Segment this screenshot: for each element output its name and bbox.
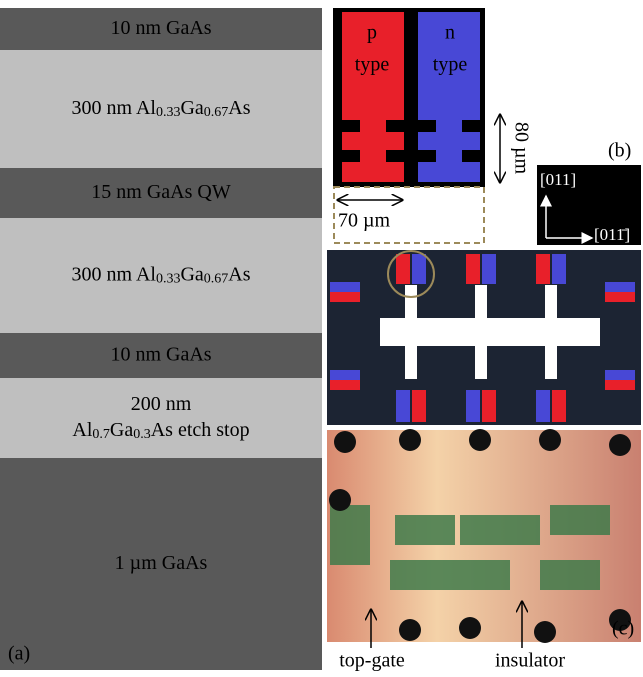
pad <box>396 254 410 284</box>
bond-blob <box>334 431 356 453</box>
label-text: 200 nm <box>131 393 192 415</box>
pad <box>605 292 635 302</box>
arm <box>545 344 557 379</box>
pad <box>466 390 480 422</box>
callout-label: insulator <box>495 650 565 672</box>
label-text: 1 µm GaAs <box>115 552 208 574</box>
arm <box>475 285 487 320</box>
figure: 10 nm GaAs300 nm Al0.33Ga0.67As15 nm GaA… <box>0 0 643 677</box>
pad <box>536 390 550 422</box>
panel-label: (a) <box>8 643 30 665</box>
label-text: 10 nm GaAs <box>110 17 211 39</box>
panel-label: (c) <box>612 618 634 640</box>
insulator-region <box>390 560 510 590</box>
layer-label: 200 nm <box>131 393 192 415</box>
bond-blob <box>539 429 561 451</box>
arm <box>405 344 417 379</box>
layer-label: 15 nm GaAs QW <box>91 181 231 203</box>
pad <box>605 282 635 292</box>
insulator-region <box>550 505 610 535</box>
label-text: Ga <box>180 263 203 285</box>
bond-blob <box>329 489 351 511</box>
layer-label: 1 µm GaAs <box>115 552 208 574</box>
axis-label: [011] <box>540 170 576 189</box>
bond-blob <box>399 429 421 451</box>
insulator-region <box>330 505 370 565</box>
subscript: 0.67 <box>204 105 229 120</box>
label-text: Ga <box>180 97 203 119</box>
layer-label: 10 nm GaAs <box>110 343 211 365</box>
p-label: p <box>367 22 377 44</box>
label-text: 300 nm Al <box>71 97 156 119</box>
arm <box>475 344 487 379</box>
n-label: n <box>445 22 455 44</box>
pad <box>605 370 635 380</box>
height-label: 80 µm <box>510 122 532 175</box>
bond-blob <box>399 619 421 641</box>
label-text: 15 nm GaAs QW <box>91 181 231 203</box>
label-text: As <box>228 263 250 285</box>
label-text: Al <box>72 419 92 441</box>
pad <box>482 254 496 284</box>
label-text: 300 nm Al <box>71 263 156 285</box>
subscript: 0.33 <box>156 272 181 287</box>
n-label: type <box>433 54 468 76</box>
callout-label: top-gate <box>339 650 405 672</box>
panel-label: (b) <box>608 140 631 162</box>
insulator-region <box>460 515 540 545</box>
bond-blob <box>459 617 481 639</box>
axis-label: [011̄] <box>594 225 630 244</box>
insulator-region <box>540 560 600 590</box>
subscript: 0.3 <box>133 427 151 442</box>
pad <box>330 370 360 380</box>
label-text: Ga <box>110 419 133 441</box>
bond-blob <box>609 434 631 456</box>
label-text: 10 nm GaAs <box>110 343 211 365</box>
subscript: 0.7 <box>92 427 110 442</box>
pad <box>552 254 566 284</box>
width-label: 70 µm <box>338 210 391 232</box>
pad <box>482 390 496 422</box>
pad <box>330 380 360 390</box>
pad <box>330 282 360 292</box>
pad <box>412 254 426 284</box>
pad <box>536 254 550 284</box>
pad <box>605 380 635 390</box>
insulator-region <box>395 515 455 545</box>
subscript: 0.33 <box>156 105 181 120</box>
pad <box>330 292 360 302</box>
pad <box>552 390 566 422</box>
pad <box>466 254 480 284</box>
layer-label: 10 nm GaAs <box>110 17 211 39</box>
bond-blob <box>534 621 556 643</box>
pad <box>412 390 426 422</box>
p-label: type <box>355 54 390 76</box>
arm <box>545 285 557 320</box>
arm <box>405 285 417 320</box>
subscript: 0.67 <box>204 272 229 287</box>
label-text: As <box>228 97 250 119</box>
hall-bar <box>380 318 600 346</box>
bond-blob <box>469 429 491 451</box>
label-text: As etch stop <box>151 419 250 441</box>
pad <box>396 390 410 422</box>
